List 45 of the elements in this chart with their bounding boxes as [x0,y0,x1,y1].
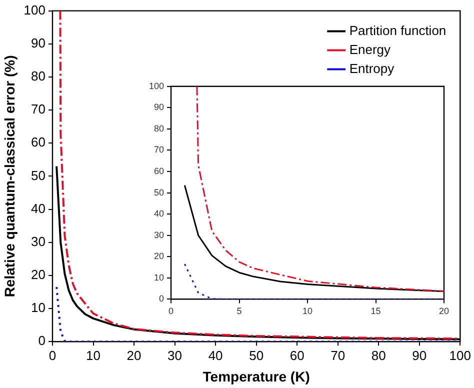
x-tick-label: 10 [302,306,313,316]
x-tick-label: 80 [371,348,386,363]
x-tick-label: 20 [126,348,142,363]
x-tick-label: 0 [48,348,56,363]
line-series [196,86,444,292]
y-tick-label: 80 [31,68,46,84]
x-tick-label: 90 [412,348,427,363]
y-tick-label: 90 [31,35,46,50]
x-tick-label: 50 [249,348,264,363]
y-tick-label: 100 [148,80,164,91]
x-axis-title: Temperature (K) [202,368,310,384]
y-tick-label: 20 [154,251,164,262]
y-tick-label: 50 [31,168,46,183]
y-tick-label: 0 [159,294,164,304]
legend-label: Entropy [349,60,395,76]
x-tick-label: 20 [438,306,449,316]
y-tick-label: 60 [154,166,164,176]
x-tick-label: 100 [449,348,472,363]
y-tick-label: 30 [154,230,164,240]
line-series [56,286,460,342]
y-tick-label: 40 [31,200,46,216]
y-tick-label: 10 [154,272,164,282]
y-tick-label: 40 [154,208,164,219]
y-tick-label: 70 [31,102,46,117]
y-tick-label: 30 [31,234,46,249]
x-tick-label: 60 [290,348,304,363]
y-tick-label: 80 [154,123,164,134]
y-tick-label: 50 [154,187,164,198]
x-tick-label: 0 [168,306,174,316]
legend-label: Partition function [349,22,446,38]
x-tick-label: 30 [168,348,182,363]
x-tick-label: 70 [330,348,346,363]
y-axis-title: Relative quantum-classical error (%) [1,55,18,298]
y-tick-label: 90 [154,102,164,112]
line-series [184,263,444,300]
legend-label: Energy [349,42,392,57]
y-tick-label: 100 [24,2,46,18]
y-tick-label: 0 [38,333,46,348]
x-tick-label: 5 [236,306,242,316]
y-tick-label: 20 [31,267,46,282]
y-tick-label: 60 [31,134,46,150]
y-tick-label: 70 [154,144,164,155]
x-tick-label: 10 [86,348,100,363]
x-tick-label: 40 [208,348,223,363]
x-tick-label: 15 [370,306,381,316]
